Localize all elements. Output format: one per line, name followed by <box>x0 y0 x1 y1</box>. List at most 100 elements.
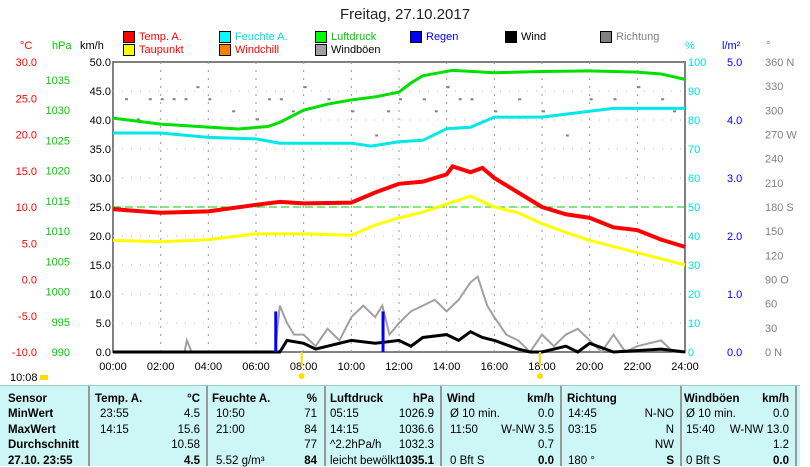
header-direction: Richtung <box>567 393 617 405</box>
axis-tick-label-rain: 5.0 <box>727 57 742 69</box>
axis-tick-label-humidity: 80 <box>688 115 700 127</box>
table-cell: 14:15 <box>100 423 129 436</box>
table-cell: 14:15 <box>330 423 359 436</box>
x-tick-label: 14:00 <box>433 361 461 373</box>
x-tick-label: 16:00 <box>481 361 509 373</box>
table-cell: 15:40 <box>686 423 715 436</box>
statistics-table: Sensor Temp. A. °C Feuchte A.% Luftdruck hPa W… <box>0 385 800 467</box>
legend-swatch <box>315 44 327 56</box>
rain-bar <box>381 311 385 352</box>
axis-unit-humidity: % <box>685 40 695 52</box>
table-cell: 14:45 <box>568 408 597 420</box>
table-cell: 5.52 g/m³ <box>216 454 265 467</box>
axis-tick-label-pressure: 1010 <box>46 226 70 238</box>
axis-tick-label-rain: 3.0 <box>727 173 742 185</box>
series-line-temp-a- <box>112 164 686 249</box>
axis-tick-label-speed: 10.0 <box>90 289 111 301</box>
direction-point <box>637 86 641 89</box>
axis-tick-label-direction: 30 <box>765 323 777 335</box>
column-divider <box>795 386 797 466</box>
header-humidity: Feuchte A. <box>212 393 271 405</box>
chart-title: Freitag, 27.10.2017 <box>339 6 471 23</box>
header-gust-unit: km/h <box>762 393 789 405</box>
axis-tick-label-pressure: 1025 <box>46 135 70 147</box>
table-cell: 03:15 <box>568 423 597 436</box>
table-cell: 0.7 <box>538 439 554 451</box>
direction-point <box>291 110 295 113</box>
table-cell: N <box>665 423 674 436</box>
sunrise-marker <box>300 352 303 366</box>
x-tick-label: 06:00 <box>242 361 270 373</box>
table-cell: 1.2 <box>773 439 789 451</box>
axis-unit-pressure: hPa <box>52 40 72 52</box>
axis-tick-label-temp: 0.0 <box>22 275 37 287</box>
legend-swatch <box>600 31 612 43</box>
legend-label: Taupunkt <box>139 44 184 56</box>
axis-tick-label-speed: 5.0 <box>96 318 111 330</box>
axis-tick-label-speed: 45.0 <box>90 86 111 98</box>
table-cell: 0 Bft S <box>450 454 485 467</box>
axis-tick-label-temp: 25.0 <box>16 93 37 105</box>
sun-marker-icon <box>537 373 543 379</box>
header-gust: Windböen <box>684 393 740 405</box>
axis-tick-label-direction: 90 O <box>765 275 789 287</box>
axis-tick-label-pressure: 1015 <box>46 196 70 208</box>
direction-point <box>434 110 438 113</box>
axis-tick-label-humidity: 0 <box>688 347 694 359</box>
x-tick-label: 12:00 <box>385 361 413 373</box>
legend-label: Luftdruck <box>331 31 377 43</box>
legend-label: Richtung <box>616 31 660 43</box>
direction-point <box>673 110 677 113</box>
axis-tick-label-pressure: 1030 <box>46 105 70 117</box>
axis-tick-label-direction: 150 <box>765 226 783 238</box>
direction-point <box>327 98 331 101</box>
direction-point <box>136 118 140 121</box>
weather-chart: °C hPa km/h% l/m² ° 30.0 25.0 20.0 15.0 10.0 5.0 0.… <box>10 40 797 384</box>
axis-tick-label-rain: 2.0 <box>727 231 742 243</box>
series-line-taupunkt <box>112 194 686 267</box>
table-cell: 0.0 <box>773 408 789 420</box>
direction-point <box>351 110 355 113</box>
legend-item: Richtung <box>600 31 659 43</box>
direction-point <box>661 98 665 101</box>
axis-tick-label-temp: 30.0 <box>16 57 37 69</box>
axis-tick-label-direction: 360 N <box>765 57 794 69</box>
header-humidity-unit: % <box>306 393 317 405</box>
series-line-feuchte-a- <box>113 106 685 148</box>
direction-point <box>387 110 391 113</box>
table-cell: W-NW 13.0 <box>729 423 789 436</box>
x-tick-label: 20:00 <box>576 361 604 373</box>
row-label: 27.10. 23:55 <box>8 454 73 467</box>
direction-point <box>279 98 283 101</box>
axis-tick-label-humidity: 10 <box>688 318 700 330</box>
header-pressure-unit: hPa <box>412 393 434 405</box>
header-wind: Wind <box>447 393 475 405</box>
table-cell: ^2.2hPa/h <box>330 439 382 451</box>
axis-tick-label-temp: 15.0 <box>16 166 37 178</box>
x-tick-label: 24:00 <box>671 361 699 373</box>
legend-item: Taupunkt <box>123 44 184 56</box>
table-cell: 05:15 <box>330 408 359 420</box>
axis-tick-label-rain: 4.0 <box>727 115 742 127</box>
table-cell: 180 ° <box>568 454 595 467</box>
axis-tick-label-direction: 120 <box>765 250 783 262</box>
column-divider <box>206 386 208 466</box>
table-cell: Ø 10 min. <box>686 408 736 420</box>
series-line-windböen <box>113 274 685 354</box>
legend-label: Temp. A. <box>139 31 182 43</box>
direction-point <box>470 98 474 101</box>
column-divider <box>440 386 442 466</box>
table-cell: 4.5 <box>184 454 200 467</box>
header-wind-unit: km/h <box>527 393 554 405</box>
axis-tick-label-speed: 40.0 <box>90 115 111 127</box>
axis-tick-label-humidity: 60 <box>688 173 700 185</box>
legend-item: Feuchte A. <box>219 31 288 43</box>
x-tick-label: 00:00 <box>99 361 127 373</box>
rain-bar <box>274 311 278 352</box>
axis-tick-label-rain: 0.0 <box>727 347 742 359</box>
legend-label: Wind <box>521 31 547 43</box>
table-cell: 0.0 <box>538 454 554 467</box>
x-tick-label: 08:00 <box>290 361 318 373</box>
table-cell: 10.58 <box>171 439 200 451</box>
column-divider <box>560 386 562 466</box>
